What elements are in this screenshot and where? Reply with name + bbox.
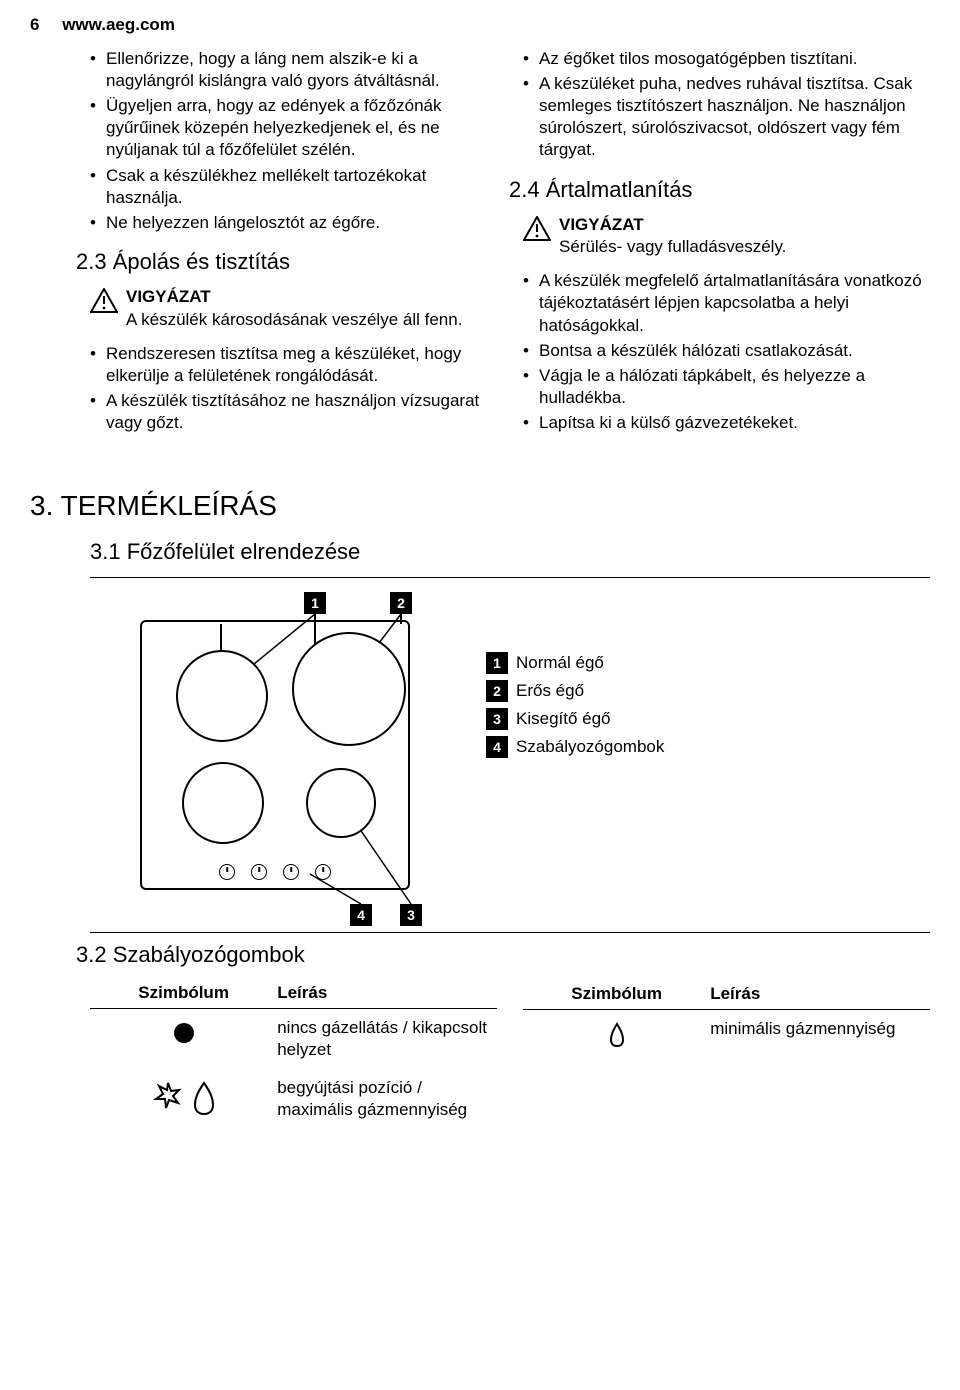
legend-num-3: 3 bbox=[486, 708, 508, 730]
list-item: Vágja le a hálózati tápkábelt, és helyez… bbox=[523, 365, 930, 409]
legend-label: Normál égő bbox=[516, 652, 604, 674]
right-bullets-1: Az égőket tilos mosogatógépben tisztítan… bbox=[523, 48, 930, 161]
th-symbol: Szimbólum bbox=[523, 983, 710, 1005]
left-bullets-2: Rendszeresen tisztítsa meg a készüléket,… bbox=[90, 343, 497, 434]
warning-icon bbox=[90, 288, 118, 314]
flame-large-icon bbox=[193, 1081, 215, 1115]
legend-num-4: 4 bbox=[486, 736, 508, 758]
symbol-ignition-max bbox=[90, 1077, 277, 1121]
burner-1 bbox=[176, 650, 268, 742]
section-3-2-row: 3.2 Szabályozógombok Szimbólum Leírás ni… bbox=[90, 932, 930, 1129]
burner-4 bbox=[306, 768, 376, 838]
page-number: 6 bbox=[30, 14, 39, 36]
hob-box bbox=[140, 620, 410, 890]
table-row: minimális gázmennyiség bbox=[523, 1010, 930, 1056]
callout-4: 4 bbox=[350, 904, 372, 926]
legend-row: 2 Erős égő bbox=[486, 680, 664, 702]
flame-small-icon bbox=[609, 1022, 625, 1048]
list-item: Ügyeljen arra, hogy az edények a főzőzón… bbox=[90, 95, 497, 161]
warning-2-3: VIGYÁZAT A készülék károsodásának veszél… bbox=[90, 286, 497, 330]
symbol-table-right: Szimbólum Leírás minimális gázmennyiség bbox=[523, 979, 930, 1056]
controls-right: Szimbólum Leírás minimális gázmennyiség bbox=[523, 941, 930, 1129]
page-header: 6 www.aeg.com bbox=[30, 14, 930, 36]
subsection-3-2: 3.2 Szabályozógombok bbox=[76, 941, 497, 970]
knob-icon bbox=[251, 864, 267, 880]
table-head: Szimbólum Leírás bbox=[523, 979, 930, 1010]
list-item: A készülék tisztításához ne használjon v… bbox=[90, 390, 497, 434]
subsection-2-4: 2.4 Ártalmatlanítás bbox=[509, 176, 930, 205]
th-desc: Leírás bbox=[710, 983, 930, 1005]
list-item: Az égőket tilos mosogatógépben tisztítan… bbox=[523, 48, 930, 70]
table-head: Szimbólum Leírás bbox=[90, 978, 497, 1009]
subsection-3-1: 3.1 Főzőfelület elrendezése bbox=[90, 538, 930, 567]
legend-label: Kisegítő égő bbox=[516, 708, 611, 730]
symbol-off bbox=[90, 1017, 277, 1061]
knob-icon bbox=[219, 864, 235, 880]
list-item: A készülék megfelelő ártalmatlanítására … bbox=[523, 270, 930, 336]
subsection-2-3: 2.3 Ápolás és tisztítás bbox=[76, 248, 497, 277]
warning-2-4: VIGYÁZAT Sérülés- vagy fulladásveszély. bbox=[523, 214, 930, 258]
off-icon bbox=[172, 1021, 196, 1045]
list-item: Bontsa a készülék hálózati csatlakozását… bbox=[523, 340, 930, 362]
warning-icon bbox=[523, 216, 551, 242]
knob-icon bbox=[315, 864, 331, 880]
warning-body: A készülék károsodásának veszélye áll fe… bbox=[126, 309, 497, 331]
callout-2: 2 bbox=[390, 592, 412, 614]
right-bullets-2: A készülék megfelelő ártalmatlanítására … bbox=[523, 270, 930, 434]
legend-label: Szabályozógombok bbox=[516, 736, 664, 758]
list-item: Csak a készülékhez mellékelt tartozékoka… bbox=[90, 165, 497, 209]
legend-row: 1 Normál égő bbox=[486, 652, 664, 674]
table-row: begyújtási pozíció / maximális gázmennyi… bbox=[90, 1069, 497, 1129]
symbol-table-left: Szimbólum Leírás nincs gázellátás / kika… bbox=[90, 978, 497, 1129]
table-row: nincs gázellátás / kikapcsolt helyzet bbox=[90, 1009, 497, 1069]
list-item: Lapítsa ki a külső gázvezetékeket. bbox=[523, 412, 930, 434]
warning-body: Sérülés- vagy fulladásveszély. bbox=[559, 236, 930, 258]
left-column: Ellenőrizze, hogy a láng nem alszik-e ki… bbox=[90, 48, 497, 440]
hob-legend: 1 Normál égő 2 Erős égő 3 Kisegítő égő 4… bbox=[486, 652, 664, 764]
controls-left: 3.2 Szabályozógombok Szimbólum Leírás ni… bbox=[90, 941, 497, 1129]
knob-icon bbox=[283, 864, 299, 880]
list-item: Ellenőrizze, hogy a láng nem alszik-e ki… bbox=[90, 48, 497, 92]
site-url: www.aeg.com bbox=[62, 15, 175, 34]
legend-num-1: 1 bbox=[486, 652, 508, 674]
legend-row: 3 Kisegítő égő bbox=[486, 708, 664, 730]
callout-3: 3 bbox=[400, 904, 422, 926]
th-desc: Leírás bbox=[277, 982, 497, 1004]
burner-3 bbox=[182, 762, 264, 844]
legend-num-2: 2 bbox=[486, 680, 508, 702]
spark-icon bbox=[153, 1081, 183, 1111]
list-item: A készüléket puha, nedves ruhával tisztí… bbox=[523, 73, 930, 161]
desc-ignition-max: begyújtási pozíció / maximális gázmennyi… bbox=[277, 1077, 497, 1121]
right-column: Az égőket tilos mosogatógépben tisztítan… bbox=[523, 48, 930, 440]
safety-columns: Ellenőrizze, hogy a láng nem alszik-e ki… bbox=[90, 48, 930, 440]
list-item: Ne helyezzen lángelosztót az égőre. bbox=[90, 212, 497, 234]
desc-min: minimális gázmennyiség bbox=[710, 1018, 930, 1048]
desc-off: nincs gázellátás / kikapcsolt helyzet bbox=[277, 1017, 497, 1061]
th-symbol: Szimbólum bbox=[90, 982, 277, 1004]
legend-row: 4 Szabályozógombok bbox=[486, 736, 664, 758]
symbol-min bbox=[523, 1018, 710, 1048]
warning-head: VIGYÁZAT bbox=[126, 286, 497, 308]
list-item: Rendszeresen tisztítsa meg a készüléket,… bbox=[90, 343, 497, 387]
knob-row bbox=[142, 864, 408, 880]
burner-2 bbox=[292, 632, 406, 746]
section-3-title: 3. TERMÉKLEÍRÁS bbox=[30, 488, 930, 524]
legend-label: Erős égő bbox=[516, 680, 584, 702]
warning-head: VIGYÁZAT bbox=[559, 214, 930, 236]
hob-layout-row: 1 2 4 3 1 bbox=[90, 577, 930, 926]
hob-diagram: 1 2 4 3 bbox=[90, 592, 450, 926]
callout-1: 1 bbox=[304, 592, 326, 614]
left-bullets-1: Ellenőrizze, hogy a láng nem alszik-e ki… bbox=[90, 48, 497, 234]
